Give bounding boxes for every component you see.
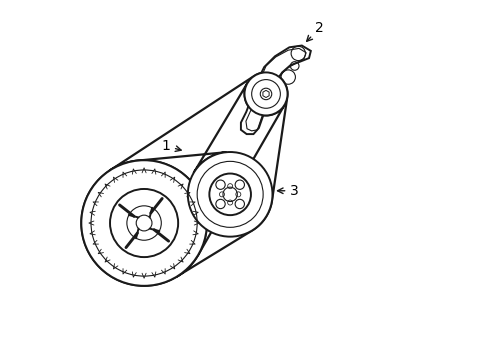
Text: 3: 3 bbox=[277, 184, 299, 198]
Text: 1: 1 bbox=[161, 139, 181, 153]
Polygon shape bbox=[81, 72, 287, 286]
Circle shape bbox=[187, 152, 272, 237]
Circle shape bbox=[136, 215, 152, 231]
Text: 2: 2 bbox=[306, 21, 324, 41]
Circle shape bbox=[209, 174, 250, 215]
Circle shape bbox=[81, 160, 206, 286]
Circle shape bbox=[110, 189, 178, 257]
Circle shape bbox=[244, 72, 287, 116]
Polygon shape bbox=[241, 45, 310, 134]
